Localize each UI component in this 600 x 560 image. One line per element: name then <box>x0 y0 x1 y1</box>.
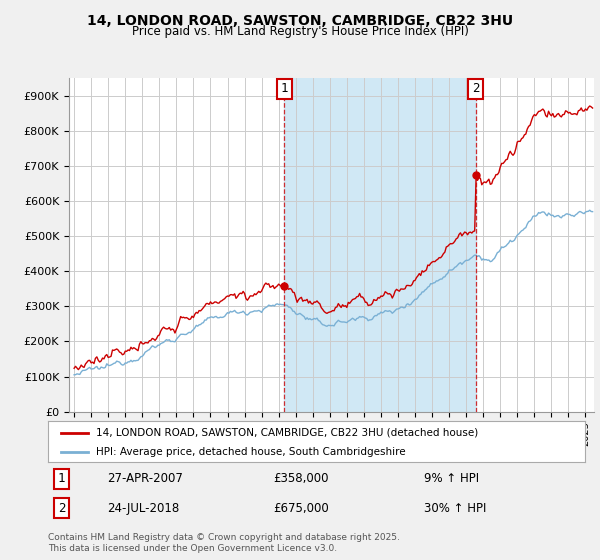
Text: HPI: Average price, detached house, South Cambridgeshire: HPI: Average price, detached house, Sout… <box>97 447 406 457</box>
Text: 2: 2 <box>472 82 479 95</box>
Text: 9% ↑ HPI: 9% ↑ HPI <box>424 472 479 485</box>
Text: 2: 2 <box>58 502 65 515</box>
Text: 30% ↑ HPI: 30% ↑ HPI <box>424 502 486 515</box>
Text: 27-APR-2007: 27-APR-2007 <box>107 472 183 485</box>
Text: Price paid vs. HM Land Registry's House Price Index (HPI): Price paid vs. HM Land Registry's House … <box>131 25 469 38</box>
Text: £675,000: £675,000 <box>274 502 329 515</box>
Text: £358,000: £358,000 <box>274 472 329 485</box>
Text: Contains HM Land Registry data © Crown copyright and database right 2025.
This d: Contains HM Land Registry data © Crown c… <box>48 533 400 553</box>
Text: 14, LONDON ROAD, SAWSTON, CAMBRIDGE, CB22 3HU (detached house): 14, LONDON ROAD, SAWSTON, CAMBRIDGE, CB2… <box>97 428 479 437</box>
Text: 1: 1 <box>280 82 288 95</box>
Text: 24-JUL-2018: 24-JUL-2018 <box>107 502 179 515</box>
Text: 1: 1 <box>58 472 65 485</box>
Bar <box>284 78 476 412</box>
Text: 14, LONDON ROAD, SAWSTON, CAMBRIDGE, CB22 3HU: 14, LONDON ROAD, SAWSTON, CAMBRIDGE, CB2… <box>87 14 513 28</box>
